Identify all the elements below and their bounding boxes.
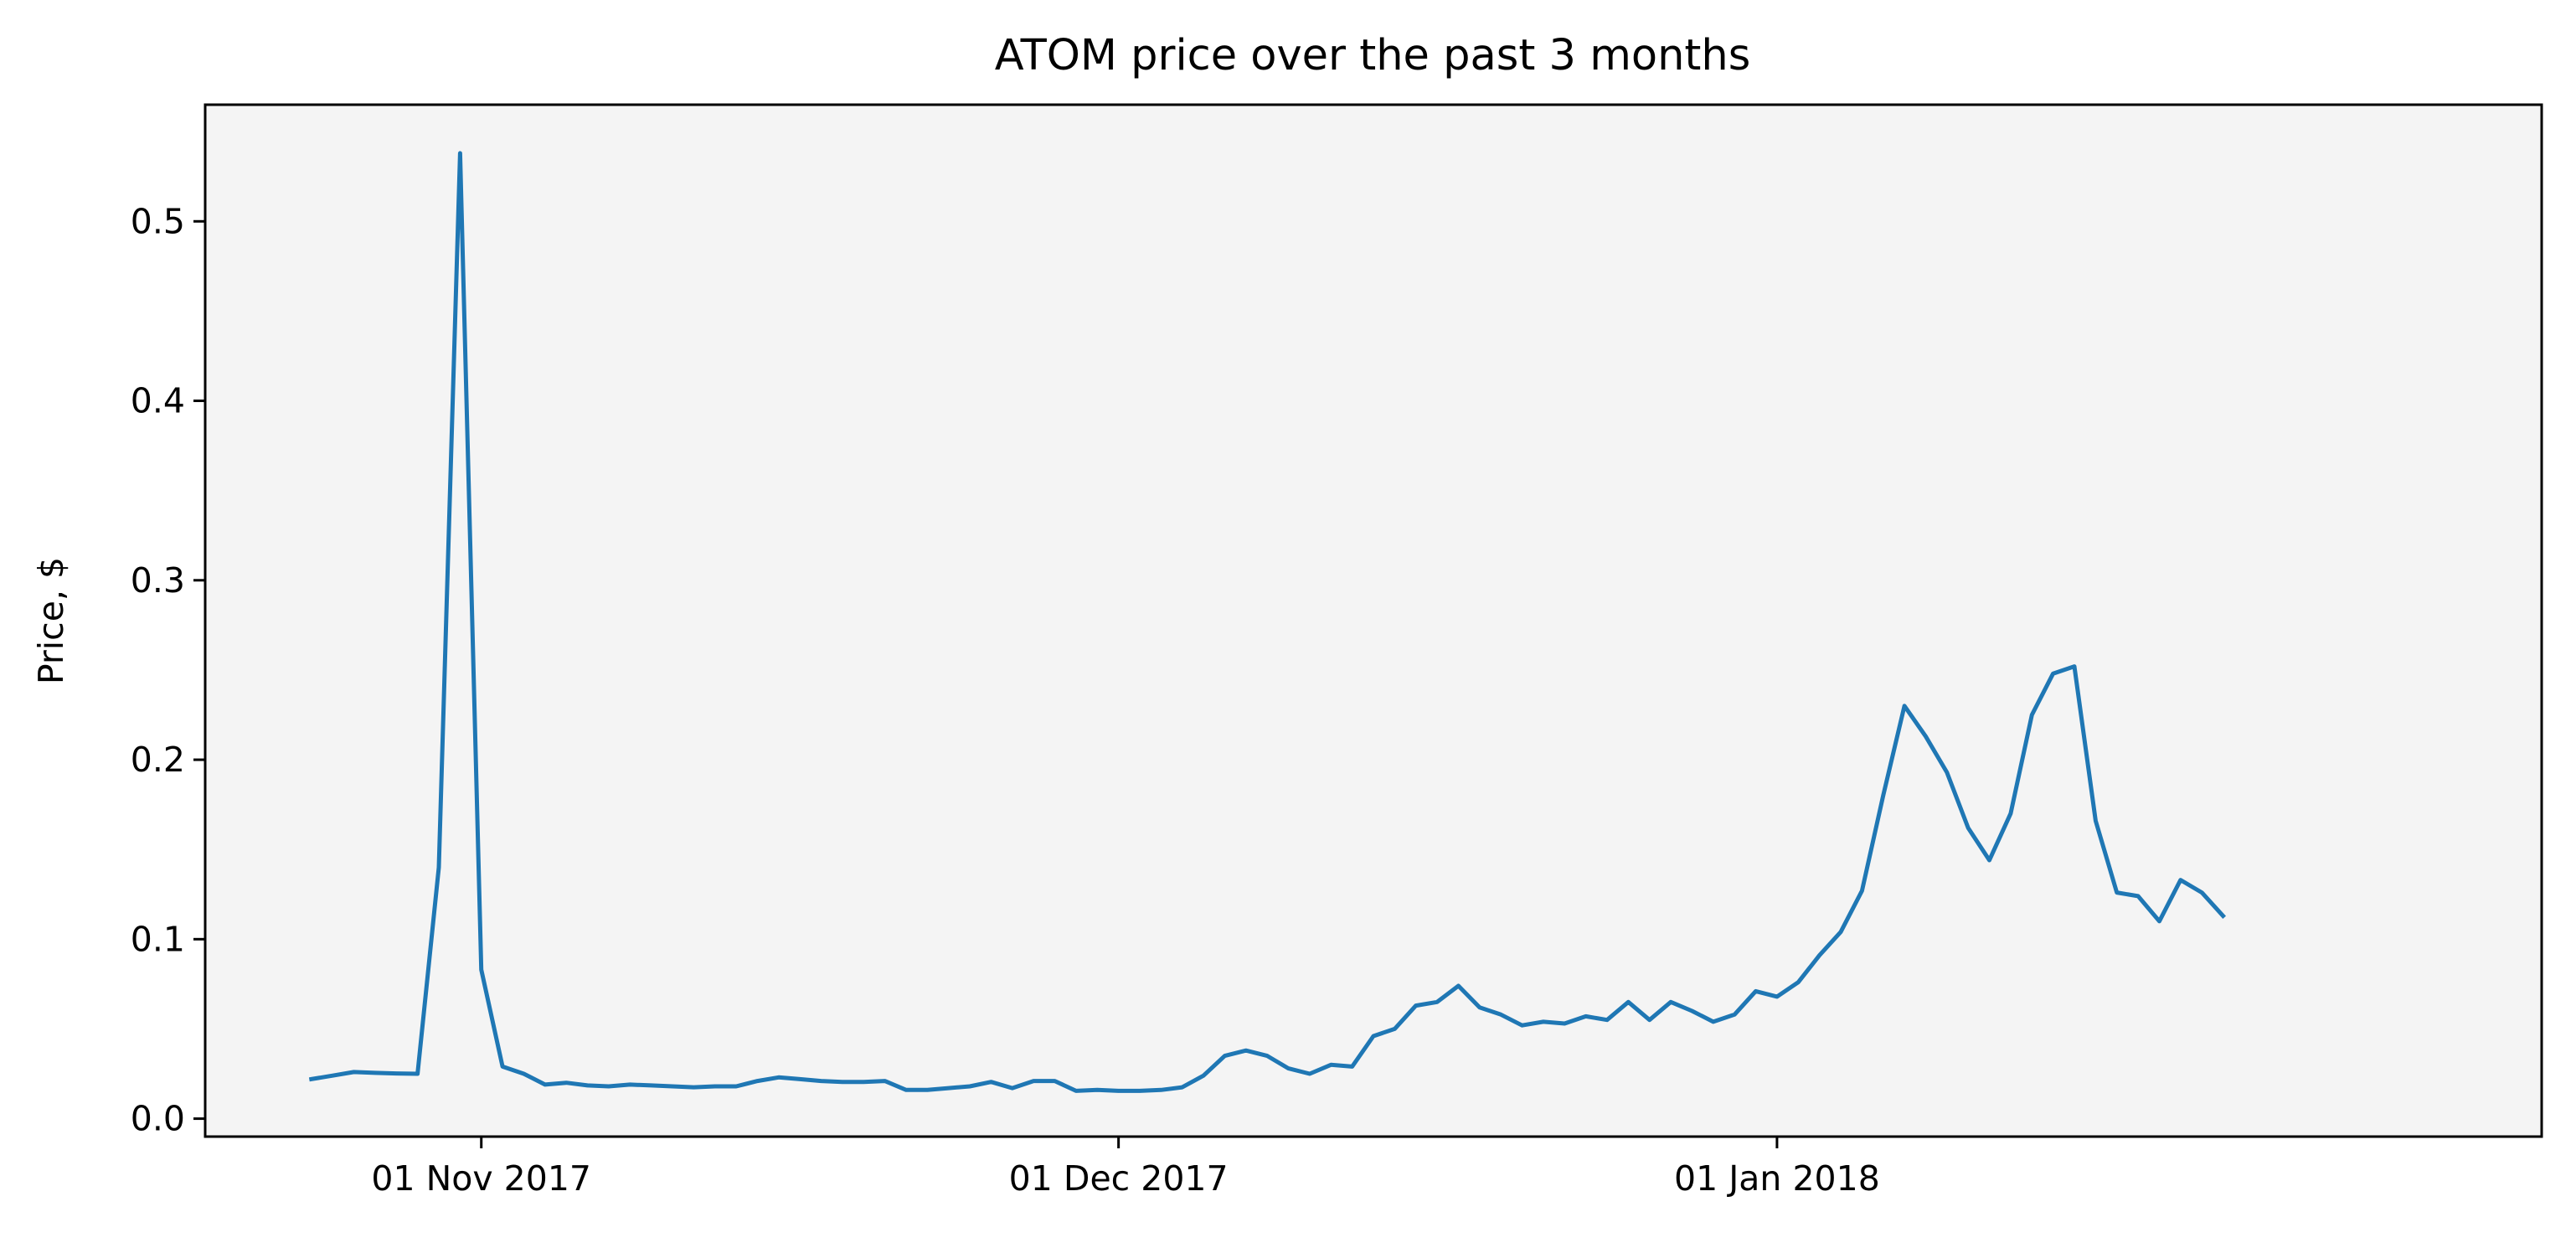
x-axis-ticks: 01 Nov 2017 01 Dec 2017 01 Jan 2018 (371, 1137, 1880, 1199)
y-tick-label: 0.0 (131, 1099, 185, 1139)
x-tick-label: 01 Jan 2018 (1674, 1158, 1880, 1199)
plot-frame (204, 103, 2543, 1138)
y-tick-label: 0.1 (131, 919, 185, 959)
y-axis-label: Price, $ (31, 557, 71, 684)
y-tick-label: 0.2 (131, 740, 185, 780)
y-axis-ticks: 0.0 0.1 0.2 0.3 0.4 0.5 (131, 201, 205, 1139)
price-line (308, 151, 2227, 1093)
y-tick-label: 0.3 (131, 560, 185, 601)
plot-area (205, 105, 2542, 1137)
y-tick-label: 0.4 (131, 381, 185, 421)
chart-title: ATOM price over the past 3 months (995, 31, 1751, 80)
y-tick-label: 0.5 (131, 201, 185, 241)
x-tick-label: 01 Nov 2017 (371, 1158, 591, 1199)
x-tick-label: 01 Dec 2017 (1009, 1158, 1229, 1199)
